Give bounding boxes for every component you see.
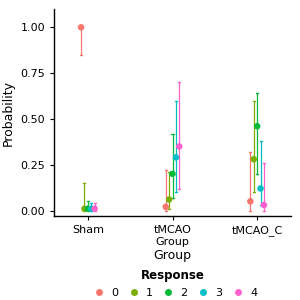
X-axis label: Group: Group (154, 249, 191, 262)
Point (173, 155, 178, 160)
Point (79, 25, 83, 30)
Y-axis label: Probability: Probability (2, 80, 15, 146)
Legend: 0, 1, 2, 3, 4: 0, 1, 2, 3, 4 (85, 267, 260, 300)
Point (85, 206, 90, 211)
Point (251, 157, 256, 162)
Point (255, 124, 260, 129)
Point (92, 206, 97, 211)
Point (89, 206, 94, 211)
Point (170, 172, 175, 176)
Point (262, 202, 266, 207)
Point (248, 199, 253, 204)
Point (82, 206, 87, 211)
Point (163, 204, 168, 209)
Point (258, 186, 263, 191)
Point (177, 144, 182, 149)
Point (167, 197, 172, 202)
